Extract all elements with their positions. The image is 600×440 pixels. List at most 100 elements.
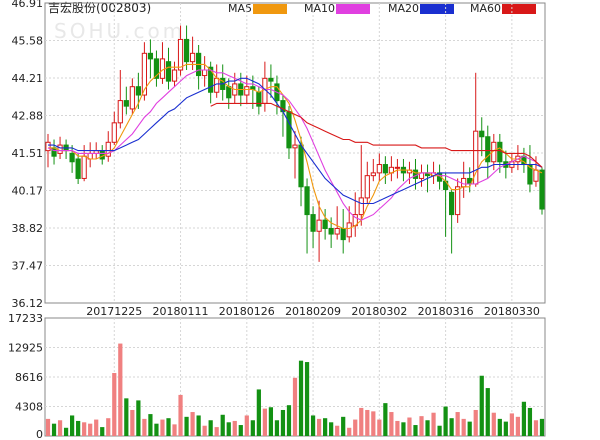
candle-body xyxy=(376,164,382,174)
date-tick-label: 20180302 xyxy=(351,305,407,318)
volume-y-ticks: 17233 12925 8616 4308 0 xyxy=(8,312,43,440)
candle-body xyxy=(316,219,322,232)
volume-bar xyxy=(503,421,508,436)
volume-bar xyxy=(148,414,153,436)
volume-bar xyxy=(190,412,195,436)
volume-bar xyxy=(76,420,81,436)
volume-bar xyxy=(57,420,63,436)
volume-bar xyxy=(94,419,99,436)
ma-line-ma10 xyxy=(47,69,543,221)
volume-bar xyxy=(136,400,141,436)
volume-bar xyxy=(220,414,225,436)
candle-body xyxy=(189,52,196,63)
candle-body xyxy=(382,164,388,174)
candle-body xyxy=(214,77,220,93)
volume-bar xyxy=(214,427,219,436)
volume-bar xyxy=(383,403,388,436)
chart-title: 吉宏股份(002803) xyxy=(48,0,151,15)
candle-body xyxy=(226,86,232,99)
volume-bar xyxy=(521,401,527,436)
volume-bars xyxy=(45,343,545,436)
price-tick-label: 45.58 xyxy=(12,35,44,48)
candle-body xyxy=(340,227,346,241)
legend-label-ma20: MA20 xyxy=(388,2,419,15)
volume-bar xyxy=(154,423,159,436)
volume-bar xyxy=(461,418,466,436)
volume-bar xyxy=(395,420,400,436)
candle-body xyxy=(539,169,545,210)
volume-bar xyxy=(280,409,286,436)
volume-bar xyxy=(419,416,424,436)
volume-bar xyxy=(70,415,75,436)
volume-bar xyxy=(485,388,490,436)
volume-bar xyxy=(63,427,69,436)
candle-body xyxy=(334,227,340,235)
volume-bar xyxy=(178,394,183,436)
candle-body xyxy=(346,222,352,238)
volume-bar xyxy=(371,411,376,436)
volume-bar xyxy=(365,409,370,436)
volume-bar xyxy=(377,419,382,436)
price-tick-label: 41.51 xyxy=(12,147,44,160)
volume-tick-label: 12925 xyxy=(8,342,43,355)
date-tick-label: 20180126 xyxy=(219,305,275,318)
volume-bar xyxy=(431,412,436,436)
volume-bar xyxy=(100,427,105,436)
candle-body xyxy=(268,77,274,82)
volume-bar xyxy=(88,423,93,436)
volume-bar xyxy=(515,416,520,436)
watermark: SOHU.com xyxy=(54,19,185,43)
volume-bar xyxy=(533,420,539,436)
price-tick-label: 36.12 xyxy=(12,297,44,310)
candle-body xyxy=(304,186,310,216)
candle-body xyxy=(364,175,370,199)
volume-bar xyxy=(407,417,412,436)
date-x-ticks: 20171225 20180111 20180126 20180209 20180302… xyxy=(86,305,540,318)
candle-body xyxy=(171,69,178,82)
ma-line-ma5 xyxy=(48,63,543,230)
volume-bar xyxy=(304,362,310,436)
candle-body xyxy=(105,141,111,157)
candle-body xyxy=(45,141,51,152)
legend-swatch-ma5 xyxy=(253,4,287,14)
candle-body xyxy=(183,38,190,63)
candle-body xyxy=(479,130,485,138)
candle-body xyxy=(394,166,401,169)
candle-body xyxy=(286,111,292,149)
candle-body xyxy=(412,169,419,179)
volume-bar xyxy=(51,423,57,436)
volume-bar xyxy=(479,375,484,436)
candle-body xyxy=(455,186,461,216)
candle-body xyxy=(129,86,135,110)
volume-bar xyxy=(238,425,243,436)
candle-body xyxy=(177,38,184,71)
volume-bar xyxy=(262,408,267,436)
volume-bar xyxy=(130,409,135,436)
candle-body xyxy=(328,227,334,235)
candle-body xyxy=(75,158,81,179)
volume-bar xyxy=(335,425,340,436)
volume-bar xyxy=(286,405,292,436)
volume-bar xyxy=(443,406,448,436)
candle-body xyxy=(370,172,376,177)
volume-bar xyxy=(401,422,406,436)
candle-body xyxy=(117,100,123,124)
volume-bar xyxy=(316,418,322,436)
volume-bar xyxy=(298,360,304,436)
volume-bar xyxy=(359,407,364,436)
volume-bar xyxy=(160,419,165,436)
volume-bar xyxy=(467,421,472,436)
candle-body xyxy=(449,191,455,216)
candle-body xyxy=(256,91,262,107)
price-tick-label: 37.47 xyxy=(12,260,44,273)
price-tick-label: 44.21 xyxy=(12,72,44,85)
volume-bar xyxy=(491,412,496,436)
date-tick-label: 20180111 xyxy=(153,305,209,318)
ma-line-ma20 xyxy=(48,77,543,205)
date-tick-label: 20180209 xyxy=(285,305,341,318)
candle-body xyxy=(533,169,539,182)
volume-bar xyxy=(196,415,201,436)
candle-body xyxy=(135,86,141,96)
volume-bar xyxy=(341,416,346,436)
volume-bar xyxy=(323,418,328,436)
